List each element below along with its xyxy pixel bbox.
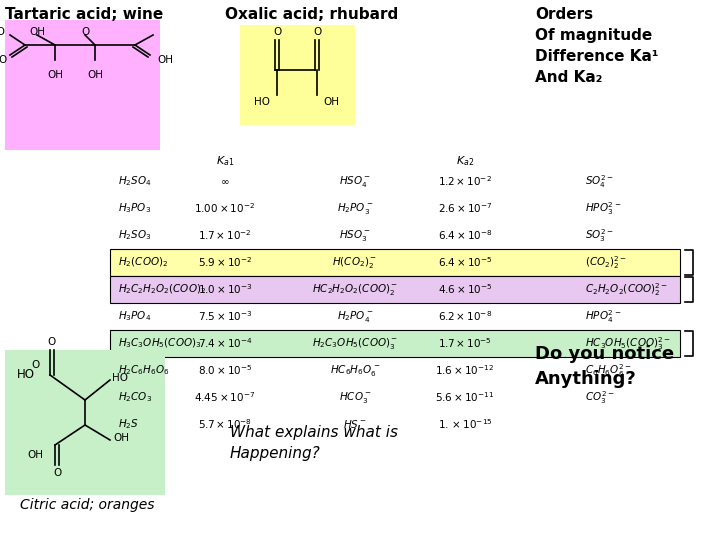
Text: $H_2C_6H_6O_6$: $H_2C_6H_6O_6$ [118,363,170,377]
Text: $H_2C_3OH_5(COO)^-_3$: $H_2C_3OH_5(COO)^-_3$ [312,336,398,351]
Text: OH: OH [87,70,103,80]
Text: $5.6\times10^{-11}$: $5.6\times10^{-11}$ [436,390,495,404]
Text: $CO_3^{2-}$: $CO_3^{2-}$ [585,389,614,406]
Text: OH: OH [47,70,63,80]
Text: $H_2C_2H_2O_2(COO)_2$: $H_2C_2H_2O_2(COO)_2$ [118,283,207,296]
Text: O: O [0,55,7,65]
Text: O: O [53,468,61,478]
Text: $SO_4^{2-}$: $SO_4^{2-}$ [585,173,614,190]
Text: $H_2CO_3$: $H_2CO_3$ [118,390,152,404]
Text: $5.7\times10^{-8}$: $5.7\times10^{-8}$ [198,417,252,431]
Text: O: O [313,27,321,37]
Text: $HC_2H_2O_2(COO)^-_2$: $HC_2H_2O_2(COO)^-_2$ [312,282,398,297]
Text: $HSO_4^-$: $HSO_4^-$ [339,174,371,189]
Text: $K_{a2}$: $K_{a2}$ [456,154,474,168]
Text: $1.\times10^{-15}$: $1.\times10^{-15}$ [438,417,492,431]
Text: OH: OH [157,55,173,65]
Text: $6.4\times10^{-8}$: $6.4\times10^{-8}$ [438,228,492,242]
Text: O: O [81,27,89,37]
Text: $H_3PO_3$: $H_3PO_3$ [118,201,151,215]
Text: $4.6\times10^{-5}$: $4.6\times10^{-5}$ [438,282,492,296]
Text: O: O [32,360,40,370]
Text: $H(CO_2)^-_2$: $H(CO_2)^-_2$ [333,255,377,270]
Text: $HS^-$: $HS^-$ [343,418,367,430]
Text: OH: OH [113,433,129,443]
Text: $H_2SO_3$: $H_2SO_3$ [118,228,151,242]
Bar [5,20,160,150]
Bar [110,249,680,276]
Text: What explains what is
Happening?: What explains what is Happening? [230,425,398,461]
Text: $6.4\times10^{-5}$: $6.4\times10^{-5}$ [438,255,492,269]
Text: Oxalic acid; rhubard: Oxalic acid; rhubard [225,7,398,22]
Bar [5,350,165,495]
Text: Citric acid; oranges: Citric acid; oranges [20,498,155,512]
Text: $8.0\times10^{-5}$: $8.0\times10^{-5}$ [198,363,252,377]
Bar [110,276,680,303]
Text: $HPO_4^{2-}$: $HPO_4^{2-}$ [585,308,621,325]
Text: $HSO_3^-$: $HSO_3^-$ [339,228,371,243]
Text: HO: HO [17,368,35,381]
Text: HO: HO [0,27,5,37]
Text: $1.00\times10^{-2}$: $1.00\times10^{-2}$ [194,201,256,215]
Text: $HC_6H_6O_6^-$: $HC_6H_6O_6^-$ [330,363,380,378]
Text: OH: OH [323,97,339,107]
Text: $1.7\times10^{-2}$: $1.7\times10^{-2}$ [198,228,252,242]
Text: Do you notice
Anything?: Do you notice Anything? [535,345,674,388]
Text: $(CO_2)^{2-}_2$: $(CO_2)^{2-}_2$ [585,254,627,271]
Text: $HC_3OH_5(COO)^{2-}_3$: $HC_3OH_5(COO)^{2-}_3$ [585,335,671,352]
Text: $H_2SO_4$: $H_2SO_4$ [118,174,152,188]
Text: O: O [48,337,56,347]
Text: $2.6\times10^{-7}$: $2.6\times10^{-7}$ [438,201,492,215]
Text: OH: OH [29,27,45,37]
Text: $5.9\times10^{-2}$: $5.9\times10^{-2}$ [198,255,252,269]
Text: $H_2PO_4^-$: $H_2PO_4^-$ [337,309,373,324]
Bar [240,25,355,125]
Text: $K_{a1}$: $K_{a1}$ [216,154,234,168]
Text: $H_3PO_4$: $H_3PO_4$ [118,309,151,323]
Text: Orders
Of magnitude
Difference Ka¹
And Ka₂: Orders Of magnitude Difference Ka¹ And K… [535,7,659,85]
Text: $4.45\times10^{-7}$: $4.45\times10^{-7}$ [194,390,256,404]
Text: $C_2H_2O_2(COO)^{2-}_2$: $C_2H_2O_2(COO)^{2-}_2$ [585,281,668,298]
Text: $1.2\times10^{-2}$: $1.2\times10^{-2}$ [438,174,492,188]
Text: $C_6H_6O_6^{2-}$: $C_6H_6O_6^{2-}$ [585,362,632,379]
Text: HO: HO [112,373,128,383]
Text: $HPO_3^{2-}$: $HPO_3^{2-}$ [585,200,621,217]
Text: $1.7\times10^{-5}$: $1.7\times10^{-5}$ [438,336,492,350]
Text: O: O [273,27,281,37]
Text: $H_3C_3OH_5(COO)_3$: $H_3C_3OH_5(COO)_3$ [118,337,202,350]
Text: $H_2S$: $H_2S$ [118,417,139,431]
Text: $H_2(COO)_2$: $H_2(COO)_2$ [118,256,168,269]
Text: Tartaric acid; wine: Tartaric acid; wine [5,7,163,22]
Text: $1.0\times10^{-3}$: $1.0\times10^{-3}$ [198,282,252,296]
Text: $6.2\times10^{-8}$: $6.2\times10^{-8}$ [438,309,492,323]
Bar [110,330,680,357]
Text: $7.4\times10^{-4}$: $7.4\times10^{-4}$ [197,336,253,350]
Text: $7.5\times10^{-3}$: $7.5\times10^{-3}$ [198,309,252,323]
Text: $SO_3^{2-}$: $SO_3^{2-}$ [585,227,614,244]
Text: OH: OH [27,450,43,460]
Text: $\infty$: $\infty$ [220,177,230,186]
Text: $H_2PO_3^-$: $H_2PO_3^-$ [337,201,373,216]
Text: $1.6\times10^{-12}$: $1.6\times10^{-12}$ [436,363,495,377]
Text: HO: HO [254,97,270,107]
Text: $HCO_3^-$: $HCO_3^-$ [338,390,372,405]
